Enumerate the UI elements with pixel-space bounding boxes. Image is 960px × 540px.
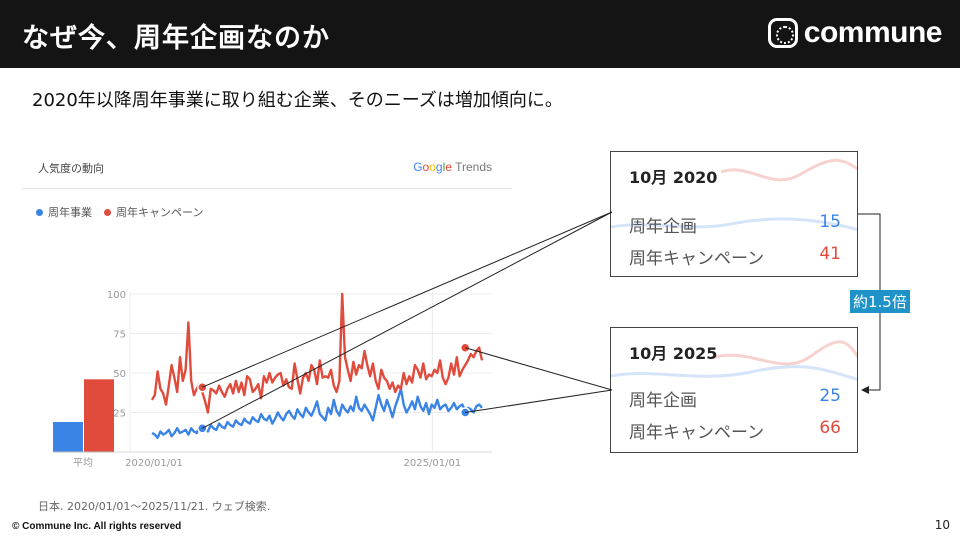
brand-letter: e xyxy=(445,160,452,174)
highlight-point xyxy=(197,423,208,434)
callout-row: 周年企画 25 xyxy=(629,386,841,411)
legend-dot-icon xyxy=(36,208,43,216)
brand-suffix: Trends xyxy=(451,160,492,174)
logo-text: commune xyxy=(803,16,943,49)
average-bar-1 xyxy=(84,379,114,452)
callout-title: 10月 2020 xyxy=(629,168,718,187)
highlight-point xyxy=(459,342,471,353)
average-bar-0 xyxy=(53,421,83,452)
brand-letter: o xyxy=(429,160,436,174)
brand-letter: l xyxy=(442,160,446,174)
callout-title: 10月 2025 xyxy=(629,344,718,363)
callout-row: 周年キャンペーン 41 xyxy=(629,244,841,269)
commune-logo: commune xyxy=(767,16,943,50)
google-trends-panel: 25 50 75 100 2020/01/01 2025/01/01 平均 人気度の動向 G… xyxy=(22,140,514,520)
y-tick-label: 25 xyxy=(113,409,126,420)
x-tick-label: 2025/01/01 xyxy=(404,458,462,469)
commune-logo-icon xyxy=(767,18,798,48)
legend-item-red: 周年キャンペーン xyxy=(104,204,203,220)
brand-letter: G xyxy=(413,160,423,174)
legend-label: 周年事業 xyxy=(48,206,92,219)
brand-letter: g xyxy=(435,160,443,174)
callout-row-value: 66 xyxy=(819,418,841,438)
copyright-text: © Commune Inc. All rights reserved xyxy=(12,521,182,532)
panel-title: 人気度の動向 xyxy=(38,162,104,175)
slide-subtitle: 2020年以降周年事業に取り組む企業、そのニーズは増加傾向に。 xyxy=(32,90,563,111)
callout-row-label: 周年企画 xyxy=(629,391,697,411)
page-number: 10 xyxy=(934,518,950,532)
highlight-point xyxy=(197,381,208,393)
average-label: 平均 xyxy=(73,457,93,469)
callout-row: 周年企画 15 xyxy=(629,212,841,237)
chart-legend: 周年事業 周年キャンペーン xyxy=(36,204,203,220)
panel-divider xyxy=(22,188,512,189)
callout-row-label: 周年企画 xyxy=(629,217,697,237)
legend-dot-icon xyxy=(104,208,111,216)
legend-item-blue: 周年事業 xyxy=(36,204,92,220)
callout-row-value: 41 xyxy=(819,244,841,264)
brand-letter: o xyxy=(422,160,430,174)
callout-row-label: 周年キャンペーン xyxy=(629,423,765,443)
trends-chart: 25 50 75 100 2020/01/01 2025/01/01 平均 xyxy=(52,290,492,469)
callout-row-value: 15 xyxy=(819,212,841,232)
page-title: なぜ今、周年企画なのか xyxy=(22,23,330,54)
legend-label: 周年キャンペーン xyxy=(116,206,204,219)
callout-row-label: 周年キャンペーン xyxy=(629,249,765,269)
google-trends-brand: Google Trends xyxy=(413,160,492,174)
y-tick-label: 75 xyxy=(113,330,126,341)
callout-oct-2025: 10月 2025 周年企画 25 周年キャンペーン 66 xyxy=(610,327,858,453)
title-bar: なぜ今、周年企画なのか commune xyxy=(0,0,960,68)
panel-footer-note: 日本. 2020/01/01〜2025/11/21. ウェブ検索. xyxy=(38,500,271,513)
x-tick-label: 2020/01/01 xyxy=(125,458,183,469)
callout-row-value: 25 xyxy=(819,386,841,406)
ratio-badge: 約1.5倍 xyxy=(850,290,910,313)
y-tick-label: 50 xyxy=(113,369,126,380)
callout-oct-2020: 10月 2020 周年企画 15 周年キャンペーン 41 xyxy=(610,151,858,277)
y-tick-label: 100 xyxy=(107,290,126,301)
highlight-point xyxy=(459,407,471,418)
callout-row: 周年キャンペーン 66 xyxy=(629,418,841,443)
